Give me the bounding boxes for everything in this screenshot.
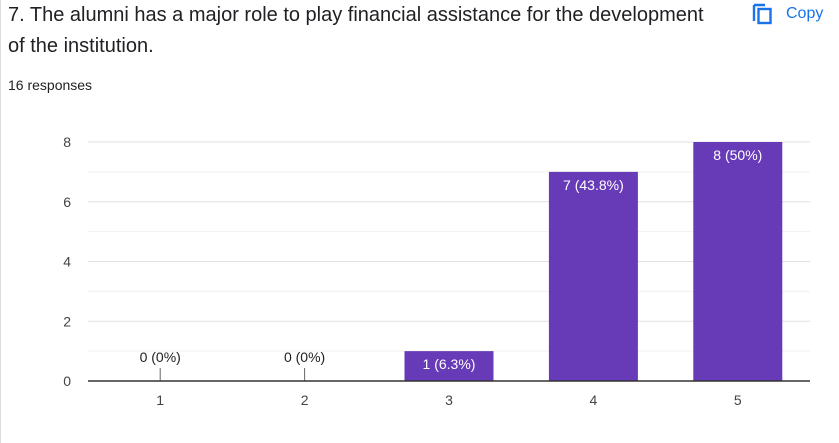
y-tick-label: 4 <box>63 254 71 270</box>
bar-data-label: 0 (0%) <box>140 349 181 365</box>
x-tick-label: 3 <box>445 392 453 408</box>
left-rule <box>0 0 1 443</box>
response-count: 16 responses <box>8 77 93 93</box>
bar-data-label: 7 (43.8%) <box>563 177 624 193</box>
copy-label: Copy <box>786 5 824 22</box>
bar-data-label: 8 (50%) <box>713 147 762 163</box>
y-tick-label: 8 <box>63 134 71 150</box>
bar <box>404 351 494 381</box>
copy-icon <box>752 3 772 25</box>
x-tick-label: 4 <box>590 392 598 408</box>
x-tick-label: 2 <box>301 392 309 408</box>
x-tick-label: 1 <box>156 392 164 408</box>
y-tick-label: 6 <box>63 194 71 210</box>
bar <box>548 171 638 381</box>
y-tick-label: 0 <box>63 373 71 389</box>
bar-data-label: 0 (0%) <box>284 349 325 365</box>
copy-button[interactable]: Copy <box>752 3 823 25</box>
y-tick-label: 2 <box>63 313 71 329</box>
x-tick-label: 5 <box>734 392 742 408</box>
bar <box>693 142 783 381</box>
question-title: 7. The alumni has a major role to play f… <box>8 4 704 57</box>
bar-data-label: 1 (6.3%) <box>423 356 476 372</box>
